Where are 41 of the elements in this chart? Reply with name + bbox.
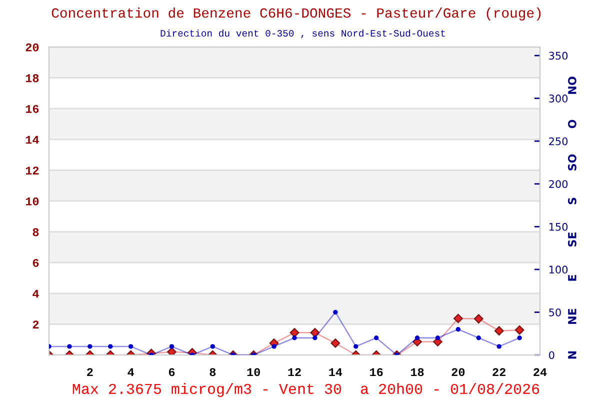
category-label: O [568,120,576,128]
x-tick-label: 6 [168,368,175,376]
y-tick-label: 2 [32,320,39,328]
y-tick-label: 20 [26,43,39,52]
text: Max 2.3675 microg/m3 - Vent 30 a 20h00 - 01/08/2026 [72,383,540,397]
x-tick-label: 2 [87,368,93,376]
y-tick-label: 10 [26,197,39,206]
category-label: SE [568,232,576,246]
y-tick-label: 18 [26,74,39,82]
x-tick-label: 12 [288,368,301,376]
y2-tick-label: 150 [549,222,568,231]
y-tick-label: 12 [26,166,39,174]
category-label: SO [568,154,576,170]
category-label: N [568,351,576,359]
x-tick-label: 14 [329,368,342,376]
y2-tick-label: 100 [549,266,568,274]
y-tick-label: 4 [32,290,39,298]
category-label: NO [568,76,576,94]
y2-tick-label: 0 [549,351,554,360]
x-tick-label: 8 [210,368,216,376]
x-tick-label: 22 [492,368,506,376]
x-tick-label: 10 [247,368,260,376]
category-label: S [568,198,576,204]
y2-tick-label: 200 [549,180,568,188]
y2-tick-label: 300 [549,94,568,102]
x-tick-label: 4 [128,368,134,376]
y-tick-label: 8 [32,228,39,236]
chart-title: Concentration de Benzene C6H6-DONGES - Pasteur/Gare (rouge) [52,8,541,20]
y2-tick-label: 350 [549,52,568,60]
x-tick-label: 16 [370,368,383,376]
y-tick-label: 16 [26,104,39,113]
x-tick-label: 24 [534,368,547,376]
x-tick-label: 18 [410,368,424,376]
chart-subtitle: Direction du vent 0-350 , sens Nord-Est-Sud-Ouest [160,29,445,38]
x-tick-label: 20 [452,368,465,376]
category-label: E [568,275,576,281]
y-tick-label: 6 [32,258,39,267]
y2-tick-label: 50 [549,308,561,316]
y-tick-label: 14 [26,136,39,144]
y2-tick-label: 250 [549,137,568,146]
category-label: NE [568,308,576,324]
